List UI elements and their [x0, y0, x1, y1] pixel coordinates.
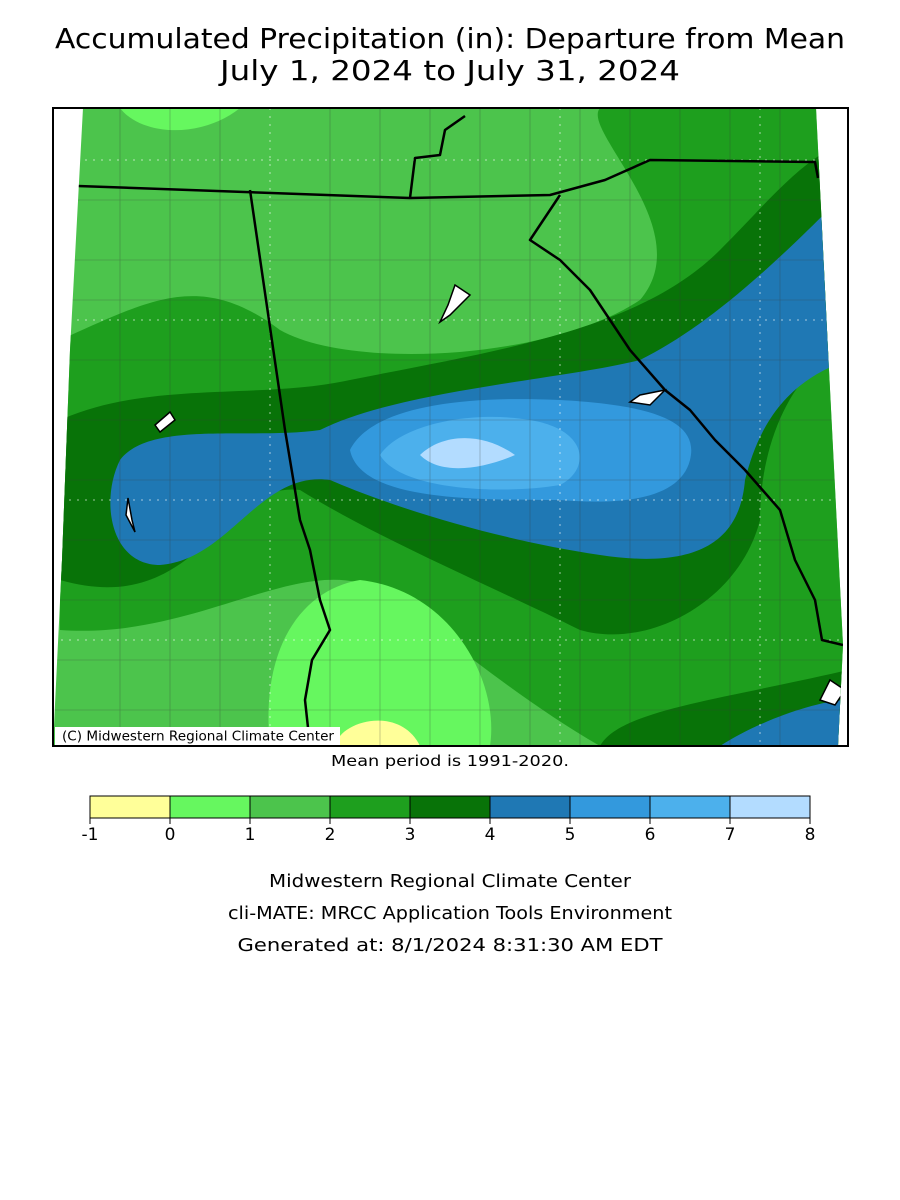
legend-tick-label: 0: [165, 825, 176, 845]
legend-swatch: [329, 795, 411, 819]
note: Mean period is 1991-2020.: [331, 752, 569, 770]
legend-tick-label: 8: [805, 825, 816, 845]
credit: (C) Midwestern Regional Climate Center: [62, 730, 335, 745]
legend-tick-label: 5: [565, 825, 576, 845]
legend: -1 0 1 2 3 4 5 6 7 8: [82, 795, 816, 845]
legend-swatch: [489, 795, 571, 819]
map: [53, 108, 843, 746]
credit-box: [55, 727, 340, 745]
legend-tick-label: 3: [405, 825, 416, 845]
legend-tick-label: 6: [645, 825, 656, 845]
map-frame: [52, 107, 849, 747]
legend-tick-label: 7: [725, 825, 736, 845]
legend-swatch: [89, 795, 171, 819]
title-line: Accumulated Precipitation (in): Departur…: [55, 22, 845, 55]
legend-tick-label: 4: [485, 825, 496, 845]
footer-line: cli-MATE: MRCC Application Tools Environ…: [228, 903, 672, 924]
legend-tick-label: 2: [325, 825, 336, 845]
region: [268, 580, 492, 746]
legend-swatch: [729, 795, 811, 819]
title-line: July 1, 2024 to July 31, 2024: [218, 54, 680, 87]
legend-swatch: [249, 795, 331, 819]
region: [120, 108, 240, 131]
state-border: [408, 114, 466, 199]
lake: [125, 283, 843, 706]
legend-tick-label: 1: [245, 825, 256, 845]
region: [335, 720, 420, 746]
region: [720, 700, 843, 746]
legend-swatch: [169, 795, 251, 819]
footer-line: Generated at: 8/1/2024 8:31:30 AM EDT: [238, 935, 664, 956]
footer-line: Midwestern Regional Climate Center: [269, 871, 632, 892]
legend-swatch: [649, 795, 731, 819]
legend-tick-label: -1: [82, 825, 99, 845]
state-border: [528, 194, 843, 647]
legend-swatch: [409, 795, 491, 819]
legend-swatch: [569, 795, 651, 819]
state-border: [248, 189, 332, 746]
region: [420, 438, 515, 469]
